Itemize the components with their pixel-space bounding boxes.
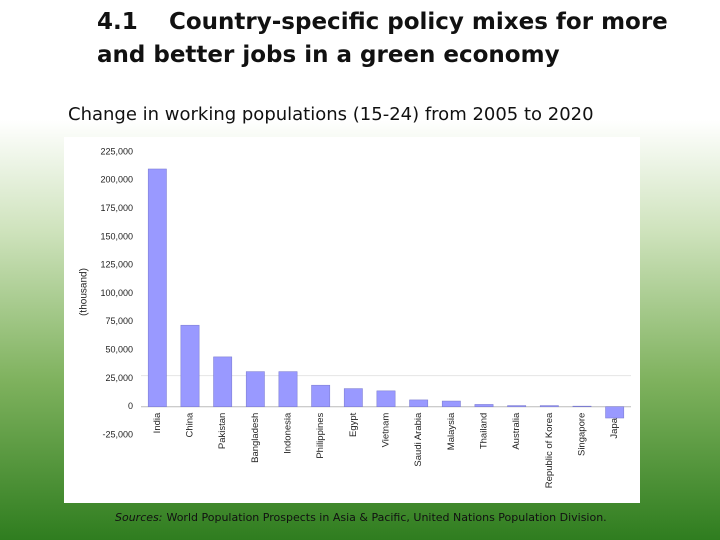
x-tick-label: Republic of Korea: [544, 412, 555, 488]
x-tick-label: Vietnam: [381, 413, 392, 448]
y-tick-label: 100,000: [100, 288, 133, 298]
bar: [376, 390, 396, 407]
bar: [147, 168, 167, 407]
bar: [474, 404, 494, 407]
x-tick-label: China: [185, 412, 196, 438]
y-tick-label: -25,000: [102, 429, 133, 439]
x-tick-label: Australia: [511, 412, 522, 450]
x-tick-label: Thailand: [479, 413, 490, 449]
bar: [409, 399, 429, 407]
x-tick-label: Egypt: [348, 412, 359, 437]
bar: [245, 371, 265, 407]
y-tick-label: 125,000: [100, 260, 133, 270]
bar: [343, 388, 363, 407]
y-tick-label: 175,000: [100, 203, 133, 213]
bar: [572, 405, 592, 407]
x-tick-label: Saudi Arabia: [413, 412, 424, 467]
y-tick-label: 25,000: [105, 373, 133, 383]
source: Sources: World Population Prospects in As…: [115, 511, 607, 524]
bar: [311, 384, 331, 407]
x-tick-label: Bangladesh: [250, 413, 261, 463]
y-tick-label: 200,000: [100, 175, 133, 185]
bar: [180, 324, 200, 407]
bar: [213, 356, 233, 407]
chart-title: Change in working populations (15-24) fr…: [68, 104, 594, 125]
x-tick-label: Philippines: [315, 412, 326, 458]
x-tick-label: Japan: [609, 413, 620, 439]
x-tick-label: Pakistan: [217, 413, 228, 449]
y-tick-label: 50,000: [105, 344, 133, 354]
x-tick-label: Indonesia: [283, 412, 294, 454]
bar: [278, 371, 298, 407]
y-axis-label: (thousand): [79, 268, 90, 316]
x-tick-label: India: [152, 412, 163, 433]
y-tick-label: 150,000: [100, 231, 133, 241]
source-text: World Population Prospects in Asia & Pac…: [166, 511, 607, 524]
bar: [441, 400, 461, 407]
y-tick-label: 0: [128, 401, 133, 411]
bar: [605, 406, 625, 419]
source-label: Sources:: [115, 511, 163, 524]
y-tick-label: 225,000: [100, 146, 133, 156]
bar: [539, 405, 559, 407]
heading-number: 4.1: [97, 9, 138, 35]
x-tick-label: Malaysia: [446, 412, 457, 450]
slide-title: 4.1 Country-specific policy mixes for mor…: [97, 6, 697, 72]
heading: Country-specific policy mixes for more a…: [97, 9, 668, 68]
bar: [507, 405, 527, 407]
y-tick-label: 75,000: [105, 316, 133, 326]
x-tick-label: Singapore: [577, 413, 588, 456]
